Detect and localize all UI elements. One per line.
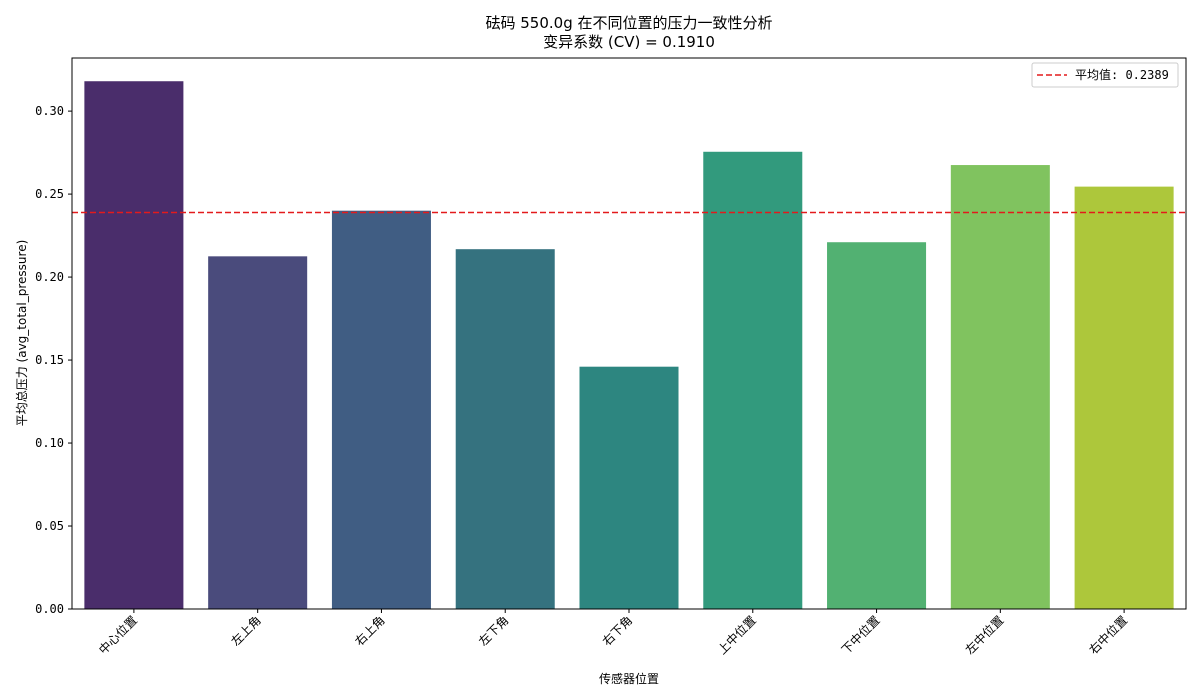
y-tick-label: 0.05 xyxy=(35,519,64,533)
y-tick-label: 0.20 xyxy=(35,270,64,284)
x-tick-label: 左中位置 xyxy=(962,613,1007,658)
y-tick-label: 0.10 xyxy=(35,436,64,450)
y-tick-label: 0.00 xyxy=(35,602,64,616)
bar-2 xyxy=(208,256,308,609)
y-axis: 0.00 0.05 0.10 0.15 0.20 0.25 0.30 xyxy=(35,104,72,616)
legend: 平均值: 0.2389 xyxy=(1031,62,1179,88)
legend-box xyxy=(1031,62,1179,88)
y-tick-label: 0.30 xyxy=(35,104,64,118)
x-tick-label: 上中位置 xyxy=(714,613,759,658)
y-tick-label: 0.25 xyxy=(35,187,64,201)
bar-1 xyxy=(84,81,184,610)
chart-title: 砝码 550.0g 在不同位置的压力一致性分析 xyxy=(485,14,772,32)
x-tick-label: 下中位置 xyxy=(838,613,883,658)
x-tick-label: 左下角 xyxy=(475,613,511,649)
y-tick-label: 0.15 xyxy=(35,353,64,367)
bar-9 xyxy=(1074,186,1174,609)
y-axis-label: 平均总压力 (avg_total_pressure) xyxy=(15,240,29,427)
bars-layer xyxy=(84,81,1174,610)
bar-4 xyxy=(455,249,555,609)
x-tick-label: 右上角 xyxy=(351,613,387,649)
bar-6 xyxy=(703,151,803,609)
chart-subtitle: 变异系数 (CV) = 0.1910 xyxy=(543,33,715,51)
x-tick-label: 左上角 xyxy=(228,613,264,649)
legend-mean-label: 平均值: 0.2389 xyxy=(1075,67,1169,82)
bar-8 xyxy=(950,165,1050,610)
bar-5 xyxy=(579,366,679,609)
x-tick-label: 右中位置 xyxy=(1086,613,1131,658)
bar-7 xyxy=(827,242,927,609)
x-tick-label: 右下角 xyxy=(599,613,635,649)
x-axis: 中心位置 左上角 右上角 左下角 右下角 上中位置 下中位置 左中位置 右中位置 xyxy=(95,609,1130,657)
x-tick-label: 中心位置 xyxy=(95,613,140,658)
x-axis-label: 传感器位置 xyxy=(599,671,659,686)
bar-3 xyxy=(331,210,431,609)
